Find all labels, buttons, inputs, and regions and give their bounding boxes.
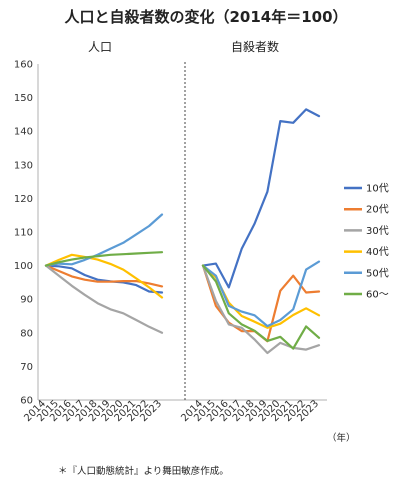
y-tick-label: 80 xyxy=(20,328,33,339)
chart-title: 人口と自殺者数の変化（2014年＝100） xyxy=(64,8,347,26)
panel-title-population: 人口 xyxy=(88,40,112,54)
y-tick-label: 100 xyxy=(14,261,33,272)
series-line-suicides-50代 xyxy=(201,260,321,328)
series-line-suicides-60～ xyxy=(201,264,321,350)
y-tick-label: 140 xyxy=(14,127,33,138)
y-tick-label: 150 xyxy=(14,93,33,104)
legend-label: 60～ xyxy=(366,290,389,301)
y-tick-label: 60 xyxy=(20,396,33,407)
series-line-population-30代 xyxy=(44,264,164,334)
series-line-population-60～ xyxy=(44,251,164,267)
y-tick-label: 160 xyxy=(14,60,33,71)
y-tick-label: 110 xyxy=(14,228,33,239)
source-note: ＊『人口動態統計』より舞田敏彦作成。 xyxy=(58,465,229,477)
series-line-suicides-40代 xyxy=(201,264,321,329)
legend-label: 50代 xyxy=(366,267,389,279)
series-line-population-10代 xyxy=(44,264,164,294)
y-tick-label: 90 xyxy=(20,295,33,306)
series-layer xyxy=(44,108,321,355)
legend-label: 30代 xyxy=(366,225,389,237)
series-line-suicides-10代 xyxy=(201,108,321,289)
series-line-suicides-20代 xyxy=(201,264,321,343)
y-tick-label: 130 xyxy=(14,160,33,171)
panel-title-suicides: 自殺者数 xyxy=(231,39,279,54)
legend-label: 40代 xyxy=(366,246,389,258)
x-unit-label: （年） xyxy=(327,432,356,444)
series-line-suicides-30代 xyxy=(201,264,321,355)
legend-label: 10代 xyxy=(366,183,389,195)
series-line-population-40代 xyxy=(44,253,164,299)
legend: 10代 20代 30代 40代 50代 60～ xyxy=(344,183,389,301)
y-tick-label: 70 xyxy=(20,362,33,373)
axes-layer: 6070809010011012013014015016020142015201… xyxy=(14,60,327,424)
legend-label: 20代 xyxy=(366,204,389,216)
y-tick-label: 120 xyxy=(14,194,33,205)
series-line-population-50代 xyxy=(44,213,164,267)
